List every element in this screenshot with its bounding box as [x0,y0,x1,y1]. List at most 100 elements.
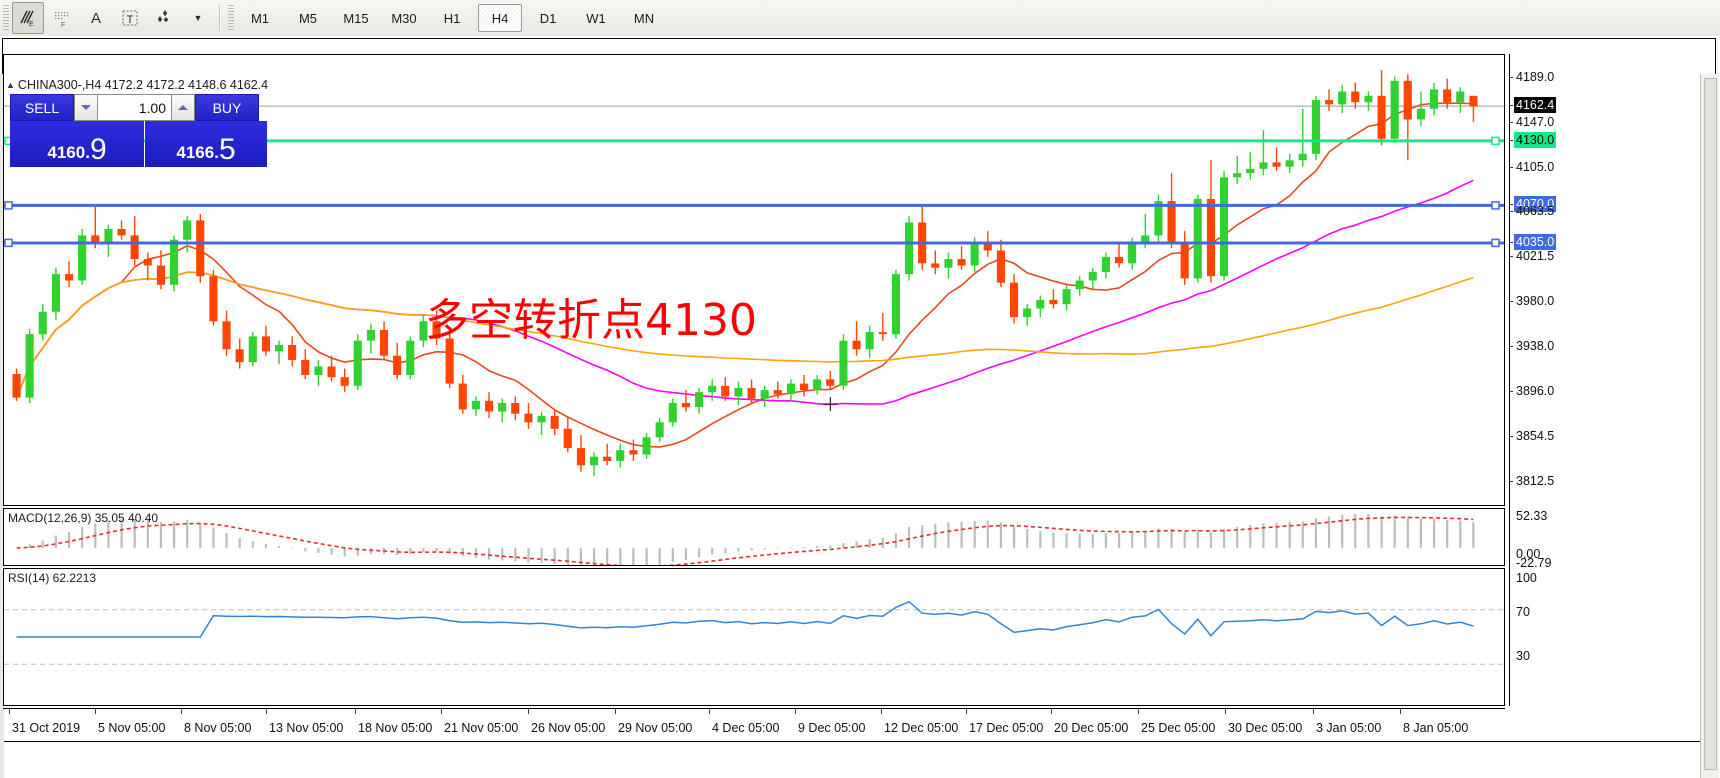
main-toolbar: E F A T [0,0,1720,37]
volume-decrease-button[interactable] [74,94,98,121]
chart-annotation-text[interactable]: 多空转折点4130 [425,295,757,346]
crosshair-f-icon[interactable]: F [46,2,78,34]
time-axis[interactable]: 31 Oct 2019 5 Nov 05:00 8 Nov 05:00 13 Nov … [3,708,1505,743]
timeframe-h4[interactable]: H4 [478,4,522,32]
timeframe-m5[interactable]: M5 [298,10,318,26]
price-scale-label: 4070.0 [1514,196,1557,213]
sell-button[interactable]: SELL [10,94,74,121]
price-scale-label: 4021.5 [1516,249,1555,264]
macd-pane[interactable]: MACD(12,26,9) 35.05 40.40 [3,508,1505,566]
svg-text:E: E [29,21,34,28]
time-tick [795,709,796,714]
price-tick [1509,105,1513,107]
price-tick [1509,204,1513,206]
price-tick [1509,166,1513,168]
objects-icon[interactable] [148,2,180,34]
time-tick [355,709,356,714]
time-tick [9,709,10,714]
price-scale-label: 3896.0 [1516,384,1555,399]
timeframe-h1[interactable]: H1 [443,10,461,26]
timeframe-m30[interactable]: M30 [391,10,417,26]
time-axis-label: 30 Dec 05:00 [1228,721,1303,735]
time-axis-label: 13 Nov 05:00 [269,721,344,735]
price-scale-label: 4147.0 [1516,114,1555,129]
one-click-trading-panel: SELL 1.00 BUY 4160 . 9 4166 . 5 [10,94,268,168]
volume-input[interactable]: 1.00 [98,94,171,121]
price-scale[interactable]: 4189.0 4162.4 4147.0 4130.0 4105.0 4070.0 4063… [1509,54,1569,706]
price-tick [1509,256,1513,258]
volume-increase-button[interactable] [171,94,195,121]
timeframe-m1[interactable]: M1 [250,10,270,26]
text-label-icon[interactable]: A [80,2,112,34]
time-tick [95,709,96,714]
text-object-icon[interactable]: T [114,2,146,34]
rsi-plot [4,600,1504,665]
timeframe-d1[interactable]: D1 [539,10,557,26]
time-tick [1051,709,1052,714]
macd-label: MACD(12,26,9) 35.05 40.40 [8,511,159,525]
buy-price-fraction: 5 [218,133,236,166]
vertical-scrollbar[interactable] [1700,74,1719,778]
price-tick [1509,435,1513,437]
rsi-pane[interactable]: RSI(14) 62.2213 [3,568,1505,706]
time-axis-label: 26 Nov 05:00 [531,721,606,735]
price-axis-line [1509,54,1510,706]
svg-text:T: T [127,14,134,26]
time-tick [615,709,616,714]
time-tick [1225,709,1226,714]
objects-dropdown-caret[interactable]: ▼ [182,2,214,34]
time-tick [528,709,529,714]
price-tick [1509,480,1513,482]
time-axis-label: 8 Jan 05:00 [1403,721,1469,735]
time-axis-label: 18 Nov 05:00 [358,721,433,735]
time-axis-label: 9 Dec 05:00 [798,721,866,735]
time-axis-label: 8 Nov 05:00 [184,721,252,735]
buy-price-dot: . [214,143,219,162]
toolbar-grip-1[interactable] [3,5,9,31]
time-tick [441,709,442,714]
buy-price-display[interactable]: 4166 . 5 [145,121,267,167]
rsi-label: RSI(14) 62.2213 [8,571,97,585]
sell-price-display[interactable]: 4160 . 9 [10,121,144,167]
price-tick [1509,391,1513,393]
spin-down-icon [81,105,91,110]
trade-controls-row: SELL 1.00 BUY [10,94,268,121]
svg-text:F: F [61,22,65,28]
indicators-icon[interactable]: E [12,2,44,34]
buy-price-integer: 4166 [176,143,215,162]
macd-scale-label: 52.33 [1516,509,1548,523]
collapse-icon[interactable]: ▲ [6,80,15,90]
time-axis-label: 17 Dec 05:00 [969,721,1044,735]
price-scale-label: 4105.0 [1516,159,1555,174]
time-tick [181,709,182,714]
sell-price-dot: . [85,143,90,162]
time-axis-label: 3 Jan 05:00 [1316,721,1382,735]
time-axis-label: 29 Nov 05:00 [618,721,693,735]
timeframe-w1[interactable]: W1 [586,10,606,26]
price-tick [1509,121,1513,123]
timeframe-mn[interactable]: MN [633,10,655,26]
time-tick [266,709,267,714]
time-tick [881,709,882,714]
chart-symbol-bar: ▲ CHINA300-,H4 4172.2 4172.2 4148.6 4162.… [6,78,268,92]
price-tick [1509,241,1513,243]
symbol-ohlc-text: CHINA300-,H4 4172.2 4172.2 4148.6 4162.4 [17,78,269,92]
price-tick [1509,211,1513,213]
price-tick [1509,346,1513,348]
time-axis-label: 25 Dec 05:00 [1141,721,1216,735]
rsi-scale-label: 70 [1516,605,1530,619]
time-axis-label: 21 Nov 05:00 [444,721,519,735]
buy-button[interactable]: BUY [195,94,259,121]
timeframe-m15[interactable]: M15 [343,10,369,26]
toolbar-grip-2[interactable] [228,5,234,31]
trade-prices-row: 4160 . 9 4166 . 5 [10,121,268,167]
macd-scale-label: 0.00 [1516,547,1541,561]
time-tick [709,709,710,714]
time-axis-label: 20 Dec 05:00 [1054,721,1129,735]
scrollbar-thumb[interactable] [1704,78,1717,770]
rsi-scale-label: 100 [1516,571,1537,585]
time-tick [1313,709,1314,714]
letter-a-glyph: A [90,9,101,27]
time-axis-label: 12 Dec 05:00 [884,721,959,735]
time-axis-label: 5 Nov 05:00 [98,721,166,735]
